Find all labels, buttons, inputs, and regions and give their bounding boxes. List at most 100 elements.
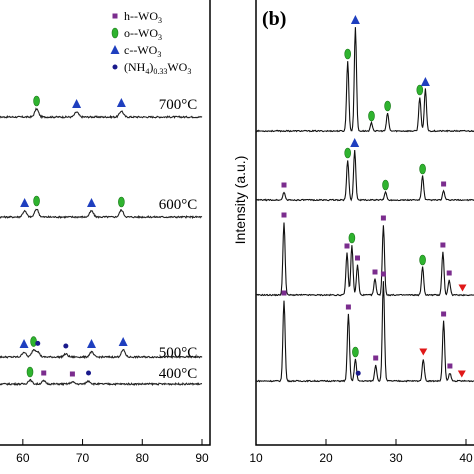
triangle-marker — [420, 76, 430, 86]
legend-text-part: WO — [167, 60, 187, 74]
triangle-marker — [87, 339, 97, 348]
circle-marker — [355, 370, 361, 376]
square-marker — [344, 243, 350, 249]
legend-circle-icon — [112, 64, 118, 70]
x-tick-label: 30 — [389, 451, 403, 465]
legend-subscript: 0.33 — [153, 67, 167, 76]
triangle-marker — [20, 198, 30, 207]
legend-entry: (NH4​)0.33​WO3​ — [124, 60, 191, 76]
legend-ellipse-icon — [111, 27, 119, 39]
legend: h--WO3​o--WO3​c--WO3​(NH4​)0.33​WO3​ — [110, 9, 191, 76]
square-marker — [281, 290, 287, 296]
ellipse-marker — [33, 95, 40, 107]
trace-1 — [255, 27, 474, 133]
trace-4 — [255, 281, 474, 383]
triangle-marker — [350, 15, 360, 24]
temp-unit: °C — [181, 345, 197, 361]
trace-3 — [255, 222, 474, 297]
x-tick-label: 40 — [459, 451, 473, 465]
ellipse-marker — [382, 179, 389, 191]
square-marker — [41, 370, 47, 376]
panel-b-markers — [281, 15, 467, 378]
ellipse-marker — [419, 163, 426, 175]
x-tick-label: 10 — [249, 451, 263, 465]
x-tick-label: 80 — [136, 451, 150, 465]
legend-subscript: 3 — [187, 67, 191, 76]
square-marker — [281, 212, 287, 218]
temp-unit: °C — [181, 97, 197, 113]
triangle-marker — [116, 98, 126, 107]
legend-subscript: 3 — [158, 16, 162, 25]
legend-entry: o--WO3​ — [124, 26, 162, 42]
temp-label-600: 600°C — [159, 197, 198, 213]
x-tick-label: 70 — [76, 451, 90, 465]
trace-500 — [0, 348, 203, 360]
legend-entry: h--WO3​ — [124, 9, 162, 25]
square-marker — [440, 242, 446, 248]
temp-value: 500 — [159, 345, 182, 361]
ellipse-marker — [348, 232, 356, 244]
triangle-marker — [72, 99, 82, 108]
square-marker — [373, 355, 379, 361]
panel-a-x-axis: 60 70 80 90 — [16, 439, 209, 465]
triangle-marker — [350, 138, 360, 147]
trace-700 — [0, 107, 203, 120]
panel-b-x-axis: 10 20 30 40 — [249, 439, 473, 465]
x-tick-label: 90 — [195, 451, 209, 465]
square-marker — [441, 181, 447, 187]
legend-text-part: (NH — [124, 60, 146, 74]
legend-text-part: ) — [149, 60, 153, 74]
legend-text-part: o--WO — [124, 26, 158, 40]
panel-b-frame — [255, 0, 474, 446]
triangle-marker — [87, 198, 97, 207]
trace-2 — [255, 150, 474, 202]
square-marker — [372, 269, 378, 275]
ellipse-marker — [344, 48, 352, 60]
x-tick-label: 20 — [319, 451, 333, 465]
temp-value: 600 — [159, 197, 182, 213]
legend-square-icon — [112, 13, 118, 19]
square-marker — [69, 371, 75, 377]
ellipse-marker — [384, 100, 391, 112]
ellipse-marker — [368, 110, 375, 122]
panel-label-b: (b) — [262, 8, 286, 30]
square-marker — [447, 363, 453, 369]
legend-text-part: h--WO — [124, 9, 158, 23]
square-marker — [441, 311, 447, 317]
panel-a-traces — [0, 107, 203, 387]
circle-marker — [63, 343, 69, 349]
legend-subscript: 3 — [158, 33, 162, 42]
legend-text-part: c--WO — [124, 43, 158, 57]
temp-unit: °C — [181, 197, 197, 213]
square-marker — [281, 182, 287, 188]
ellipse-marker — [344, 147, 352, 159]
square-marker — [446, 270, 452, 276]
x-tick-label: 60 — [16, 451, 30, 465]
ellipse-marker — [26, 366, 34, 378]
triangle-marker — [118, 337, 128, 346]
temp-value: 700 — [159, 97, 182, 113]
temp-label-700: 700°C — [159, 97, 198, 113]
circle-marker — [35, 340, 41, 346]
panel-a-frame — [0, 0, 211, 446]
down-triangle-marker — [419, 348, 428, 356]
temp-label-500: 500°C — [159, 345, 198, 361]
legend-subscript: 3 — [157, 50, 161, 59]
ellipse-marker — [30, 336, 37, 347]
down-triangle-marker — [457, 370, 466, 378]
legend-subscript: 4 — [145, 67, 149, 76]
square-marker — [380, 215, 386, 221]
panel-a-markers — [19, 95, 128, 378]
ellipse-marker — [352, 346, 359, 358]
ellipse-marker — [118, 196, 125, 208]
panel-b-traces — [255, 27, 474, 383]
temp-unit: °C — [181, 366, 197, 382]
triangle-marker — [19, 338, 29, 348]
square-marker — [355, 255, 360, 261]
circle-marker — [86, 370, 92, 376]
legend-triangle-icon — [110, 45, 120, 54]
trace-400 — [0, 378, 203, 387]
